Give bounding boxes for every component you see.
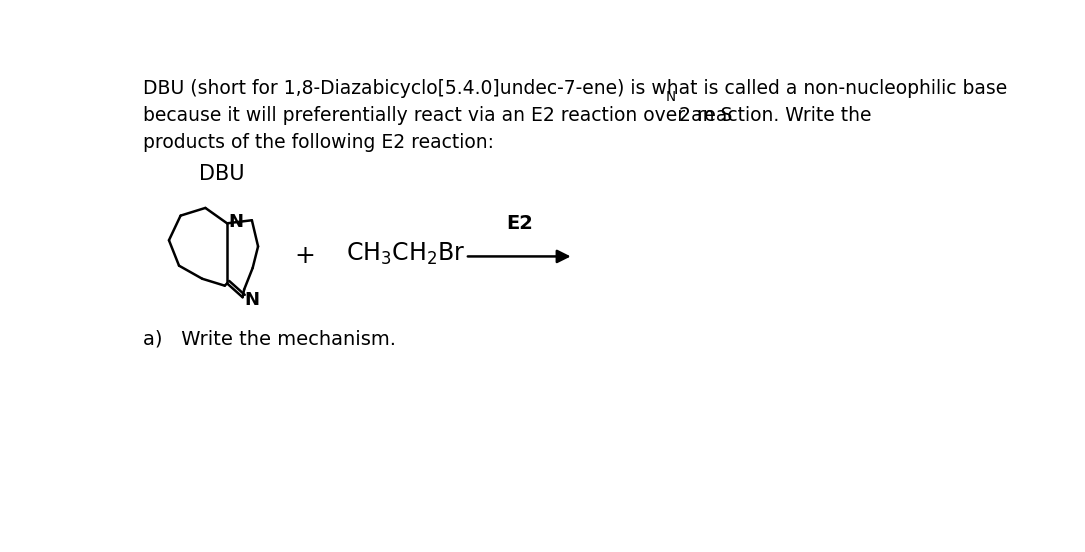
Text: 2 reaction. Write the: 2 reaction. Write the <box>679 107 871 125</box>
Text: a)   Write the mechanism.: a) Write the mechanism. <box>143 330 396 348</box>
Text: +: + <box>294 245 315 268</box>
Text: products of the following E2 reaction:: products of the following E2 reaction: <box>143 133 495 152</box>
Text: N: N <box>666 89 676 104</box>
Text: $\mathregular{CH_3CH_2Br}$: $\mathregular{CH_3CH_2Br}$ <box>346 241 465 267</box>
Text: DBU (short for 1,8-Diazabicyclo[5.4.0]undec-7-ene) is what is called a non-nucle: DBU (short for 1,8-Diazabicyclo[5.4.0]un… <box>143 79 1008 98</box>
Text: N: N <box>244 291 259 309</box>
Text: N: N <box>229 213 244 231</box>
Text: E2: E2 <box>506 214 533 233</box>
Text: DBU: DBU <box>200 164 245 184</box>
Text: because it will preferentially react via an E2 reaction over an S: because it will preferentially react via… <box>143 107 732 125</box>
